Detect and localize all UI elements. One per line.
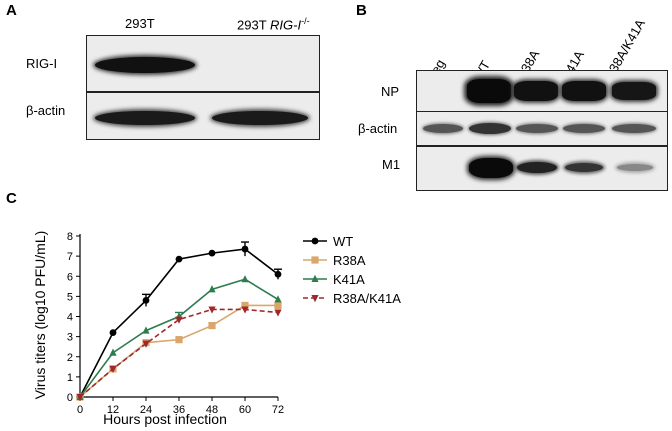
x-tick-label: 24	[140, 404, 152, 416]
band-actin-r38a	[516, 124, 558, 133]
panel-c-letter: C	[6, 190, 17, 207]
panel-b-row-np: NP	[381, 84, 400, 99]
legend-label: R38A	[333, 253, 366, 268]
legend-label: K41A	[333, 272, 365, 287]
panel-a-column-knockout: 293T RIG-I-/-	[237, 16, 310, 32]
data-point	[311, 274, 319, 282]
data-point	[241, 275, 249, 283]
y-tick-label: 2	[67, 352, 73, 364]
band-np-k41a	[562, 81, 606, 101]
data-point	[241, 245, 249, 253]
y-axis-label: Virus titers (log10 PFU/mL)	[32, 231, 48, 400]
band-actin-k41a	[563, 124, 605, 133]
x-tick-label: 60	[239, 404, 251, 416]
band-m1-k41a	[565, 163, 603, 172]
x-tick-label: 0	[77, 404, 83, 416]
data-point	[274, 295, 282, 303]
data-point	[311, 237, 319, 245]
panel-a-column-knockout-prefix: 293T	[237, 17, 271, 33]
y-tick-label: 1	[67, 372, 73, 384]
data-point	[142, 326, 150, 334]
data-point	[274, 270, 282, 278]
data-point	[208, 306, 216, 314]
band-m1-r38a-k41a	[617, 164, 653, 171]
data-point	[76, 394, 84, 402]
band-actin-293t	[95, 111, 195, 125]
panel-a-letter: A	[6, 2, 17, 19]
blot-b-beta-actin	[416, 111, 668, 146]
data-point	[274, 309, 282, 317]
legend-item-k41a: K41A	[303, 272, 365, 287]
y-tick-label: 8	[67, 231, 73, 243]
data-point	[109, 329, 117, 336]
legend-item-r38a: R38A	[303, 253, 366, 268]
data-point	[142, 340, 150, 348]
data-point	[274, 301, 282, 310]
x-axis-label: Hours post infection	[103, 411, 227, 427]
panel-a-column-knockout-superscript: -/-	[301, 16, 310, 26]
band-np-r38a	[514, 81, 558, 101]
x-tick-label: 72	[272, 404, 284, 416]
x-tick-label: 48	[206, 404, 218, 416]
data-point	[241, 301, 249, 310]
panel-a-column-293t: 293T	[125, 16, 155, 31]
data-point	[208, 285, 216, 293]
legend-label: WT	[333, 234, 353, 249]
blot-b-m1	[416, 146, 668, 191]
series-wt	[76, 241, 282, 401]
y-tick-label: 3	[67, 332, 73, 344]
data-point	[208, 321, 216, 330]
series-k41a	[76, 275, 282, 400]
data-point	[208, 249, 216, 257]
data-point	[109, 365, 117, 374]
data-point	[241, 306, 249, 314]
data-point	[109, 348, 117, 356]
y-tick-label: 0	[67, 392, 73, 404]
panel-b-row-m1: M1	[382, 157, 401, 172]
panel-a-row-beta-actin: β-actin	[26, 103, 66, 118]
band-np-wt	[467, 79, 511, 103]
series-r38a-k41a	[76, 306, 282, 402]
legend-label: R38A/K41A	[333, 291, 401, 306]
band-np-r38a-k41a	[612, 82, 656, 100]
legend-item-r38a-k41a: R38A/K41A	[303, 291, 401, 306]
blot-b-np	[416, 70, 668, 112]
panel-b-row-beta-actin: β-actin	[358, 121, 398, 136]
band-actin-r38a-k41a	[612, 124, 656, 133]
blot-a-rig-i	[86, 35, 320, 92]
band-actin-wt	[469, 123, 511, 134]
band-actin-knockout	[212, 111, 308, 125]
y-tick-label: 6	[67, 271, 73, 283]
data-point	[311, 295, 319, 303]
x-tick-label: 12	[107, 404, 119, 416]
data-point	[175, 316, 183, 324]
panel-a-column-knockout-gene: RIG-I	[270, 17, 302, 33]
band-m1-r38a	[517, 162, 557, 173]
band-rig-i-293t	[95, 57, 195, 73]
data-point	[142, 297, 150, 304]
panel-b-letter: B	[356, 2, 367, 19]
y-tick-label: 7	[67, 251, 73, 263]
x-tick-label: 36	[173, 404, 185, 416]
data-point	[311, 256, 319, 264]
panel-a-row-rig-i: RIG-I	[26, 56, 58, 71]
legend-item-wt: WT	[303, 234, 353, 249]
band-m1-wt	[469, 158, 513, 178]
data-point	[175, 255, 183, 263]
blot-a-beta-actin	[86, 92, 320, 140]
data-point	[175, 336, 183, 344]
band-actin-neg	[423, 124, 463, 133]
y-tick-label: 4	[67, 312, 73, 324]
y-tick-label: 5	[67, 291, 73, 303]
